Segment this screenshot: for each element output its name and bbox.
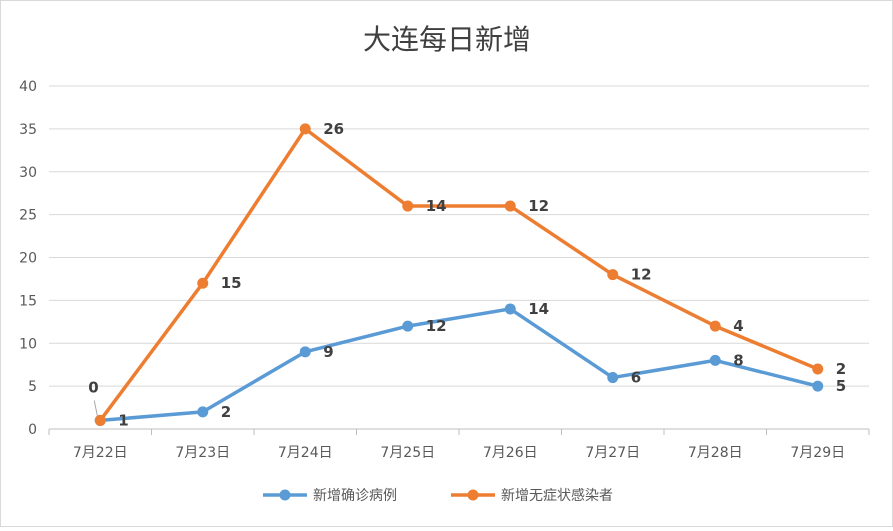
series-line-1 <box>98 307 820 423</box>
data-label: 8 <box>733 351 743 369</box>
series-1-point <box>197 406 209 418</box>
series-1-point <box>709 354 721 366</box>
y-tick-label: 25 <box>19 208 37 224</box>
series-2-point <box>812 363 824 375</box>
legend-marker-1 <box>279 489 291 501</box>
data-label: 14 <box>426 197 447 215</box>
series-line-2 <box>98 127 820 423</box>
data-label: 2 <box>836 360 846 378</box>
data-label: 9 <box>323 343 333 361</box>
data-label: 12 <box>528 197 549 215</box>
x-tick-label: 7月26日 <box>483 445 538 461</box>
y-tick-label: 15 <box>19 293 37 309</box>
data-label: 12 <box>426 317 447 335</box>
legend-label-2: 新增无症状感染者 <box>501 487 613 504</box>
series-1-point <box>504 303 516 315</box>
series-2-point <box>607 269 619 281</box>
series-2-point <box>504 200 516 212</box>
x-tick-label: 7月29日 <box>790 445 845 461</box>
series-1-point <box>812 380 824 392</box>
legend: 新增确诊病例 新增无症状感染者 <box>263 487 613 504</box>
series-2-point <box>94 414 106 426</box>
y-tick-label: 20 <box>19 251 37 267</box>
series-1-point <box>402 320 414 332</box>
series-2-point <box>402 200 414 212</box>
x-tick-label: 7月27日 <box>585 445 640 461</box>
series-2-point <box>299 123 311 135</box>
y-tick-label: 35 <box>19 122 37 138</box>
series-1-point <box>299 346 311 358</box>
data-label: 15 <box>221 274 242 292</box>
series-2-point <box>709 320 721 332</box>
x-tick-label: 7月24日 <box>278 445 333 461</box>
chart-title: 大连每日新增 <box>363 23 531 56</box>
data-label: 2 <box>221 403 231 421</box>
data-label: 6 <box>631 369 641 387</box>
legend-marker-2 <box>467 489 479 501</box>
data-label: 12 <box>631 266 652 284</box>
y-tick-label: 5 <box>28 379 37 395</box>
data-label: 0 <box>88 378 98 396</box>
data-label: 26 <box>323 120 344 138</box>
data-label: 4 <box>733 317 743 335</box>
x-axis: 7月22日 7月23日 7月24日 7月25日 7月26日 7月27日 7月28日 7月29日 <box>48 429 870 461</box>
series-2-point <box>197 277 209 289</box>
y-tick-label: 0 <box>28 422 37 438</box>
y-tick-label: 30 <box>19 165 37 181</box>
y-tick-label: 40 <box>19 79 37 95</box>
data-label: 5 <box>836 377 846 395</box>
series-layer <box>94 123 824 426</box>
grid-lines <box>49 85 869 430</box>
y-axis: 0 5 10 15 20 25 30 35 40 <box>19 79 37 438</box>
data-label: 1 <box>118 411 128 429</box>
x-tick-label: 7月22日 <box>73 445 128 461</box>
series-1-point <box>607 372 619 384</box>
x-tick-label: 7月25日 <box>380 445 435 461</box>
legend-label-1: 新增确诊病例 <box>313 488 397 504</box>
data-label: 14 <box>528 300 549 318</box>
data-label-leader <box>93 400 98 416</box>
x-tick-label: 7月28日 <box>688 445 743 461</box>
x-tick-label: 7月23日 <box>175 445 230 461</box>
y-tick-label: 10 <box>19 336 37 352</box>
